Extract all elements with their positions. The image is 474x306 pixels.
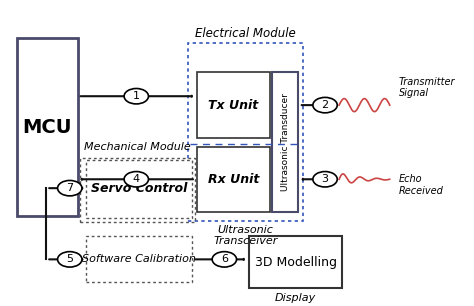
FancyBboxPatch shape	[17, 38, 78, 216]
Text: Transmitter
Signal: Transmitter Signal	[399, 76, 455, 98]
Circle shape	[57, 252, 82, 267]
Circle shape	[57, 181, 82, 196]
Circle shape	[124, 172, 148, 187]
Text: 2: 2	[321, 100, 328, 110]
Text: Electrical Module: Electrical Module	[195, 28, 296, 40]
Text: Ultrasonic
Transceiver: Ultrasonic Transceiver	[213, 225, 278, 246]
FancyBboxPatch shape	[197, 147, 270, 212]
Circle shape	[313, 97, 337, 113]
Text: MCU: MCU	[23, 118, 72, 137]
Circle shape	[212, 252, 237, 267]
FancyBboxPatch shape	[249, 236, 342, 288]
Text: Servo Control: Servo Control	[91, 182, 187, 196]
Text: Echo
Received: Echo Received	[399, 174, 444, 196]
Text: 3D Modelling: 3D Modelling	[255, 256, 337, 269]
FancyBboxPatch shape	[86, 236, 191, 282]
Text: 4: 4	[133, 174, 140, 184]
FancyBboxPatch shape	[197, 73, 270, 138]
Text: 7: 7	[66, 183, 73, 193]
Text: Mechanical Module: Mechanical Module	[84, 142, 191, 152]
Circle shape	[124, 88, 148, 104]
Text: 1: 1	[133, 91, 140, 101]
FancyBboxPatch shape	[272, 73, 298, 212]
Text: 3: 3	[321, 174, 328, 184]
Text: Rx Unit: Rx Unit	[208, 173, 259, 186]
Text: Ultrasonic Transducer: Ultrasonic Transducer	[281, 93, 290, 191]
FancyBboxPatch shape	[86, 160, 191, 218]
Circle shape	[313, 172, 337, 187]
Text: Tx Unit: Tx Unit	[209, 99, 259, 112]
Text: 5: 5	[66, 254, 73, 264]
Text: Software Calibration: Software Calibration	[82, 254, 196, 264]
Text: Display: Display	[275, 293, 316, 303]
Text: 6: 6	[221, 254, 228, 264]
